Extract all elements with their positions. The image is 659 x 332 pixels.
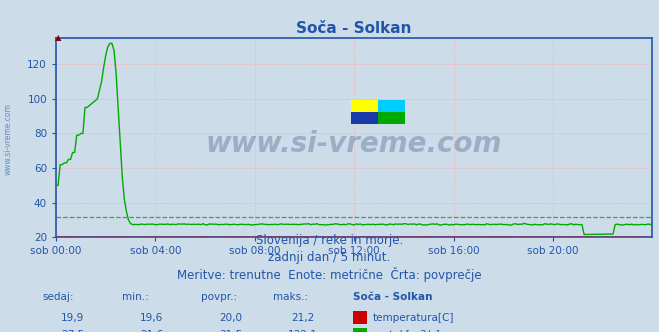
Text: zadnji dan / 5 minut.: zadnji dan / 5 minut. — [268, 251, 391, 264]
Text: www.si-vreme.com: www.si-vreme.com — [206, 130, 502, 158]
Text: 21,2: 21,2 — [291, 313, 315, 323]
Text: 132,1: 132,1 — [288, 330, 318, 332]
Text: Slovenija / reke in morje.: Slovenija / reke in morje. — [256, 234, 403, 247]
Text: www.si-vreme.com: www.si-vreme.com — [3, 104, 13, 175]
Text: Soča - Solkan: Soča - Solkan — [353, 292, 432, 302]
Bar — [378, 112, 405, 124]
Bar — [378, 100, 405, 112]
Text: pretok[m3/s]: pretok[m3/s] — [372, 330, 440, 332]
Text: 19,6: 19,6 — [140, 313, 163, 323]
Text: maks.:: maks.: — [273, 292, 308, 302]
Text: 20,0: 20,0 — [219, 313, 242, 323]
Text: 21,6: 21,6 — [140, 330, 163, 332]
Text: min.:: min.: — [122, 292, 149, 302]
Text: povpr.:: povpr.: — [201, 292, 237, 302]
Text: 27,5: 27,5 — [61, 330, 84, 332]
Bar — [351, 100, 378, 112]
Text: temperatura[C]: temperatura[C] — [372, 313, 454, 323]
Text: 31,5: 31,5 — [219, 330, 243, 332]
Text: sedaj:: sedaj: — [43, 292, 74, 302]
Text: 19,9: 19,9 — [61, 313, 84, 323]
Text: Meritve: trenutne  Enote: metrične  Črta: povprečje: Meritve: trenutne Enote: metrične Črta: … — [177, 267, 482, 282]
Text: ▲: ▲ — [55, 33, 61, 42]
Bar — [351, 112, 378, 124]
Title: Soča - Solkan: Soča - Solkan — [297, 21, 412, 36]
